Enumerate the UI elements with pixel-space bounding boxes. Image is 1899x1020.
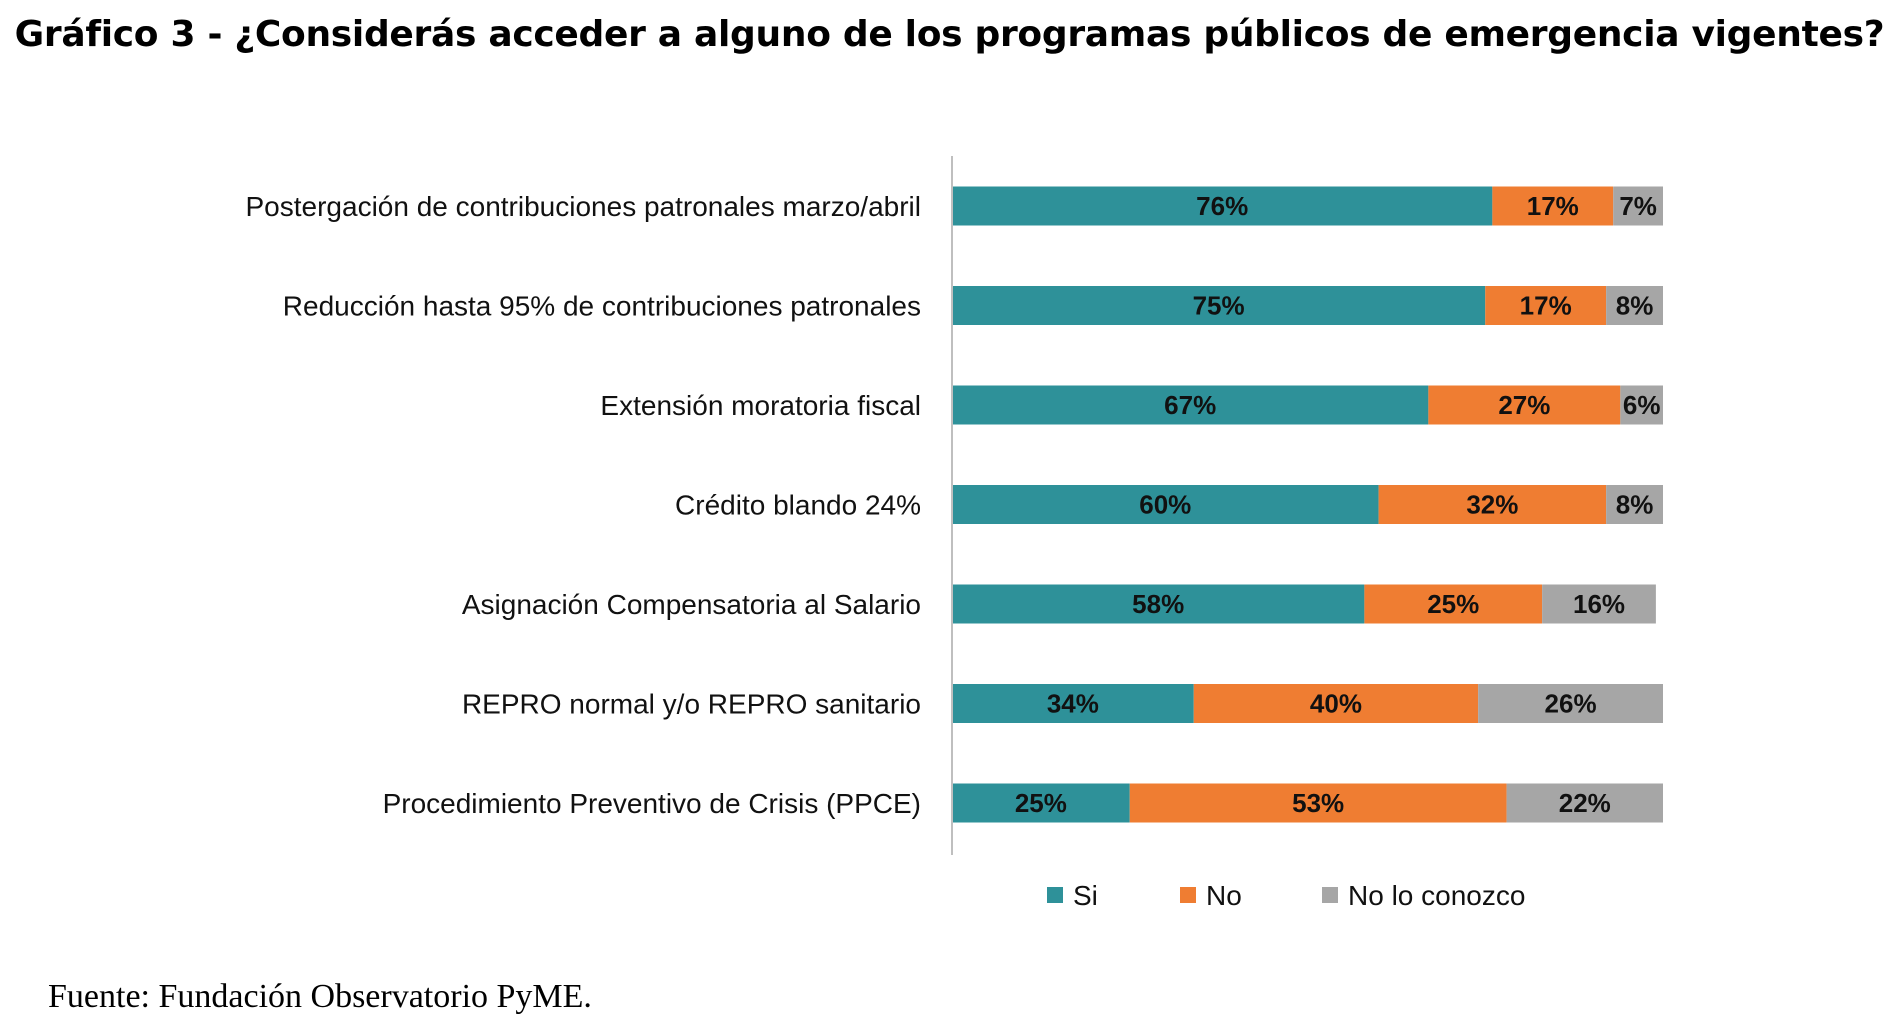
category-labels: Postergación de contribuciones patronale…	[246, 191, 922, 819]
category-label: Extensión moratoria fiscal	[600, 390, 921, 421]
category-label: REPRO normal y/o REPRO sanitario	[462, 689, 921, 720]
data-label: 67%	[1164, 390, 1216, 420]
stacked-bar-chart: Postergación de contribuciones patronale…	[246, 156, 1663, 911]
data-label: 25%	[1427, 589, 1479, 619]
data-label: 40%	[1310, 689, 1362, 719]
legend-label: No lo conozco	[1348, 880, 1525, 911]
data-label: 58%	[1132, 589, 1184, 619]
chart-title: Gráfico 3 - ¿Considerás acceder a alguno…	[14, 14, 1885, 55]
legend-swatch	[1180, 887, 1196, 903]
bar-segment-si	[952, 385, 1429, 425]
bar-segment-no-lo-conozco	[1613, 186, 1663, 226]
bar-segment-no	[1378, 485, 1607, 524]
data-label: 75%	[1193, 291, 1245, 321]
data-label: 8%	[1616, 291, 1654, 321]
category-label: Reducción hasta 95% de contribuciones pa…	[283, 291, 921, 322]
bar-segment-si	[952, 584, 1365, 624]
legend-swatch	[1047, 887, 1063, 903]
bar-segment-si	[952, 783, 1130, 823]
legend-label: Si	[1073, 880, 1098, 911]
data-label: 17%	[1520, 291, 1572, 321]
bar-segment-no-lo-conozco	[1478, 684, 1663, 723]
legend-swatch	[1322, 887, 1338, 903]
category-label: Asignación Compensatoria al Salario	[462, 589, 921, 620]
data-label: 25%	[1015, 788, 1067, 818]
data-label: 26%	[1545, 689, 1597, 719]
bar-segment-si	[952, 286, 1486, 325]
bar-segment-no-lo-conozco	[1606, 286, 1663, 325]
bar-segment-no	[1492, 186, 1614, 226]
category-label: Procedimiento Preventivo de Crisis (PPCE…	[383, 788, 921, 819]
category-label: Postergación de contribuciones patronale…	[246, 191, 922, 222]
data-label: 27%	[1498, 390, 1550, 420]
data-label: 8%	[1616, 490, 1654, 520]
legend: Si No No lo conozco	[1047, 880, 1525, 911]
bar-segment-si	[952, 186, 1493, 226]
bar-segment-no	[1129, 783, 1507, 823]
data-label: 60%	[1139, 490, 1191, 520]
data-label: 53%	[1292, 788, 1344, 818]
bars: 76% 17% 7% 75% 17% 8% 67% 27% 6% 60% 32% 8% 58% 25% 16…	[952, 186, 1663, 823]
category-label: Crédito blando 24%	[675, 490, 921, 521]
bar-segment-no	[1193, 684, 1479, 723]
bar-segment-si	[952, 684, 1194, 723]
data-label: 17%	[1527, 191, 1579, 221]
source-note: Fuente: Fundación Observatorio PyME.	[48, 978, 592, 1015]
data-label: 32%	[1466, 490, 1518, 520]
data-label: 16%	[1573, 589, 1625, 619]
data-label: 7%	[1619, 191, 1657, 221]
data-label: 34%	[1047, 689, 1099, 719]
bar-segment-no	[1485, 286, 1607, 325]
bar-segment-no-lo-conozco	[1506, 783, 1663, 823]
bar-segment-no-lo-conozco	[1606, 485, 1663, 524]
data-label: 6%	[1623, 390, 1661, 420]
bar-segment-no-lo-conozco	[1542, 584, 1656, 624]
bar-segment-no-lo-conozco	[1620, 385, 1663, 425]
data-label: 76%	[1196, 191, 1248, 221]
bar-segment-no	[1428, 385, 1621, 425]
bar-segment-no	[1364, 584, 1543, 624]
bar-segment-si	[952, 485, 1379, 524]
legend-label: No	[1206, 880, 1242, 911]
data-label: 22%	[1559, 788, 1611, 818]
